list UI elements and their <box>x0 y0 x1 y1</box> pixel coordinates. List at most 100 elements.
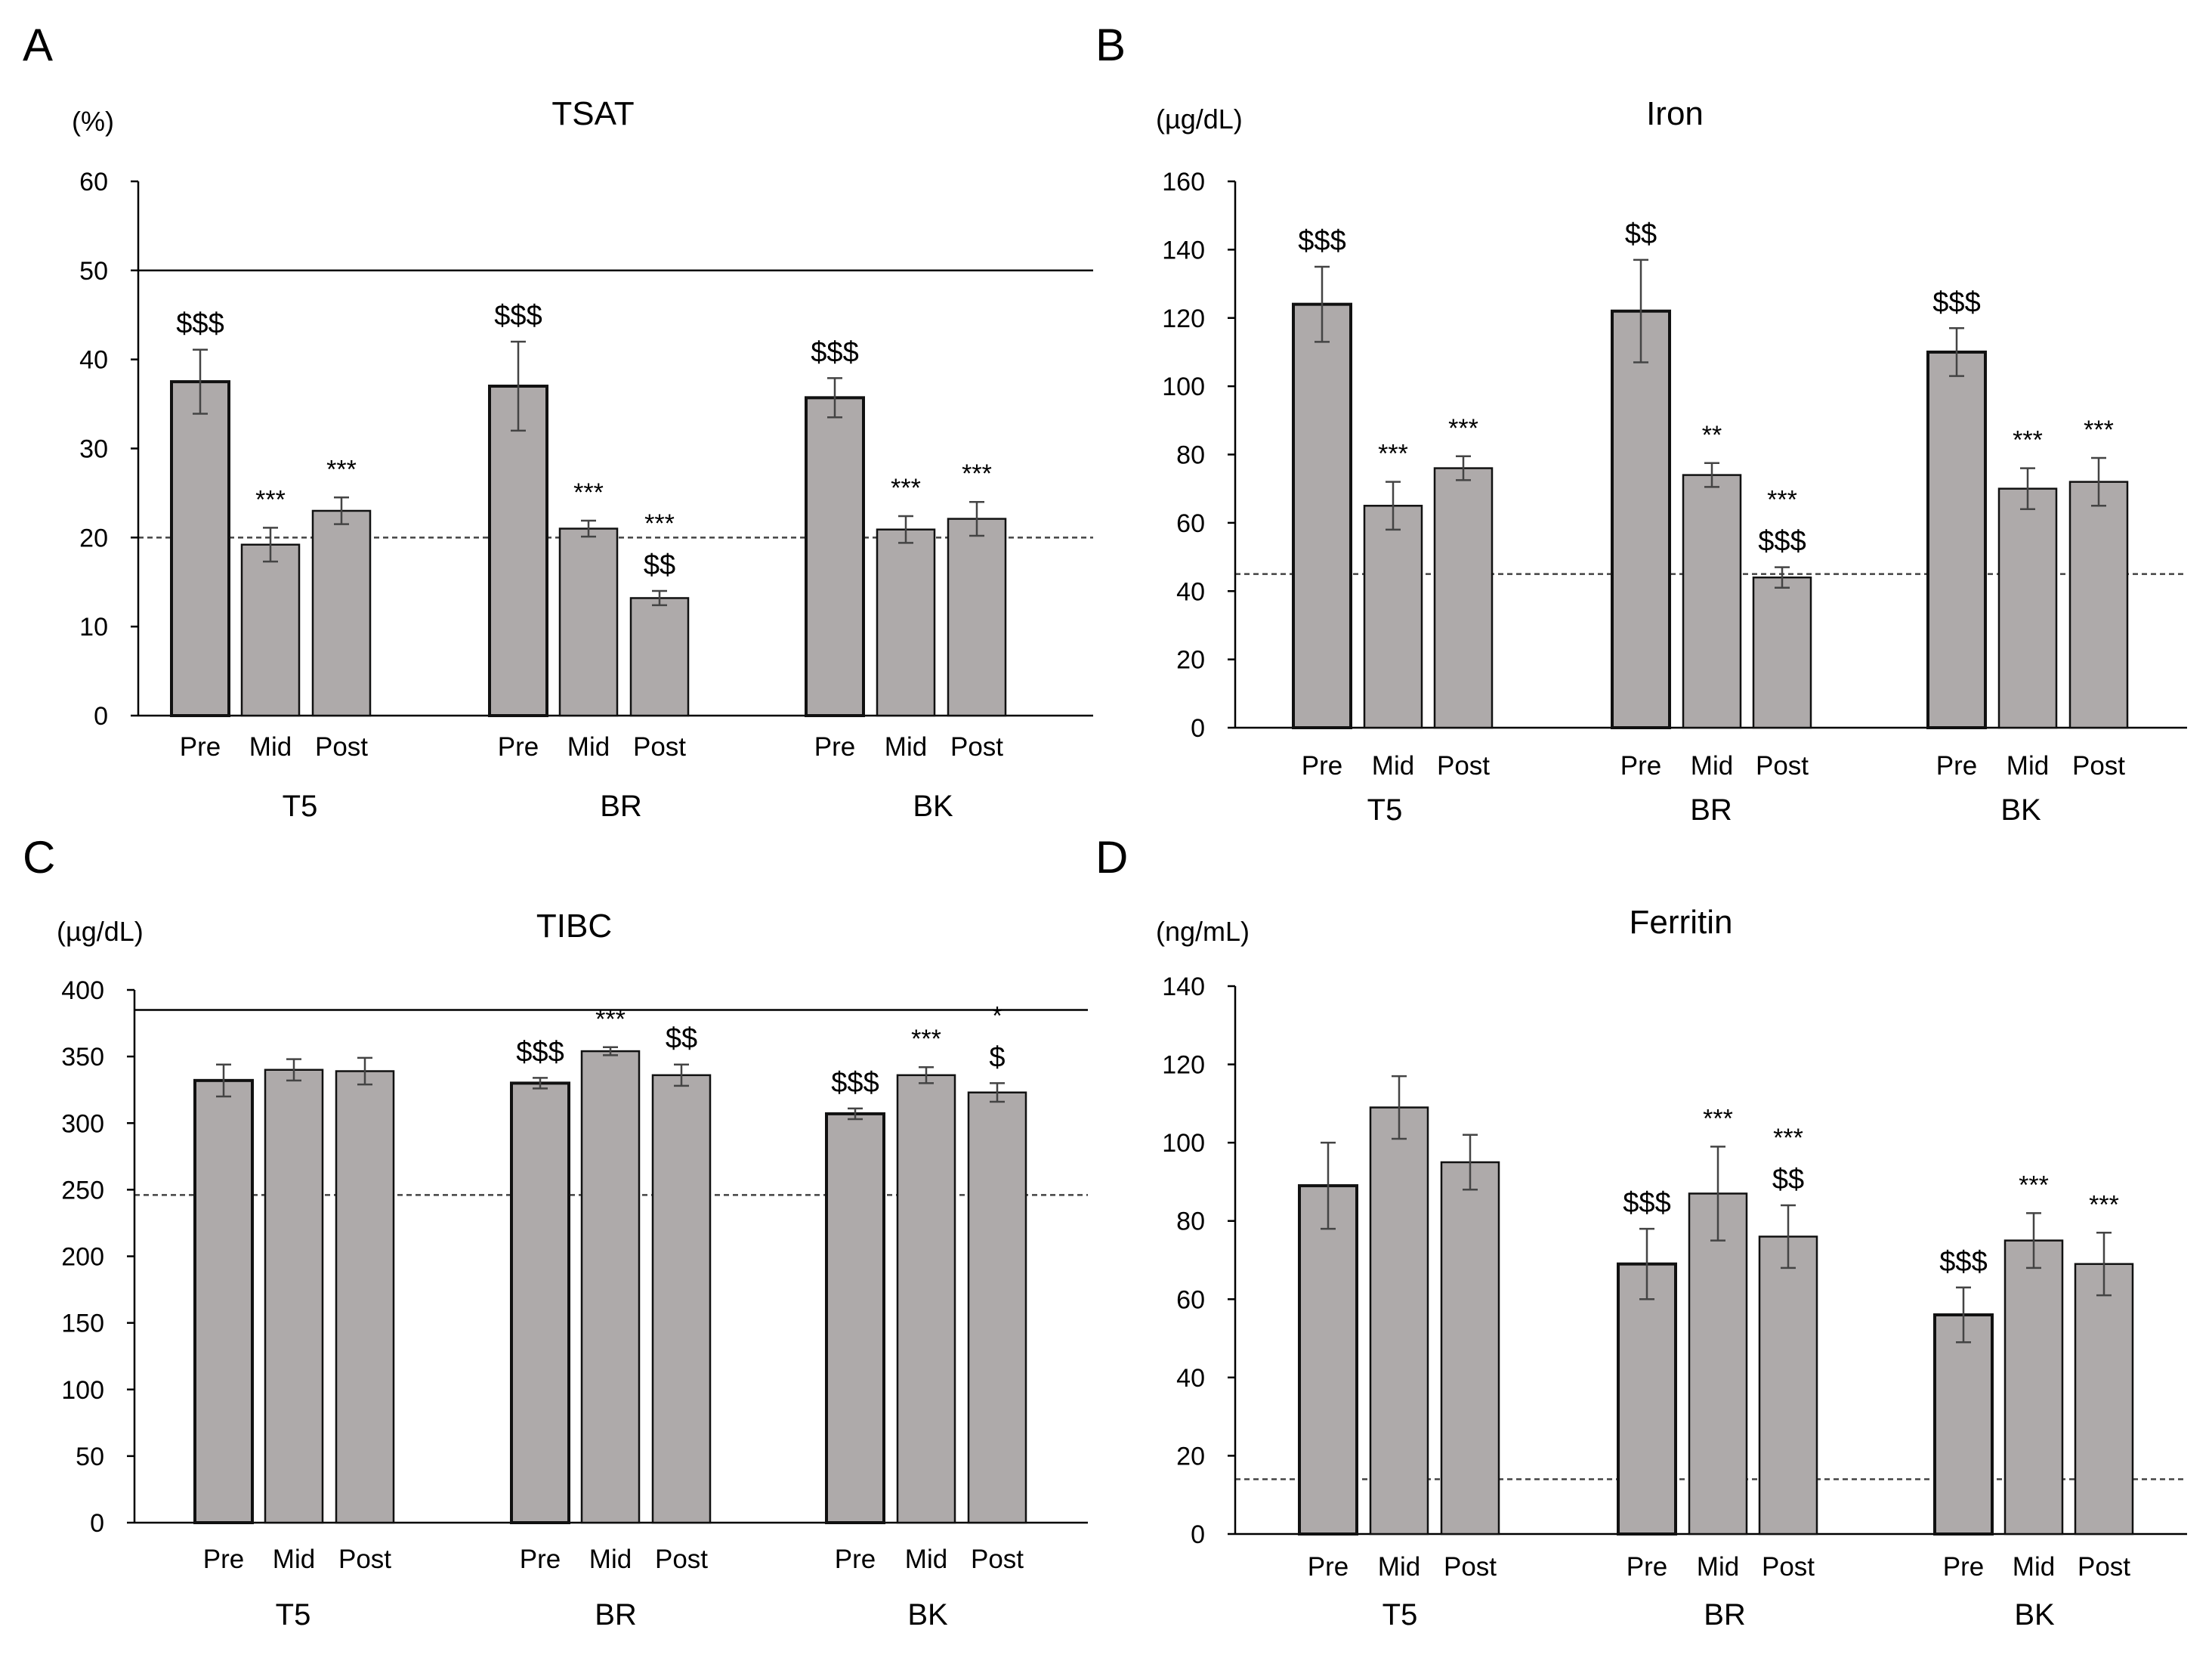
y-tick-label: 80 <box>1176 441 1205 470</box>
bar-bk-pre <box>1933 1313 1994 1536</box>
x-group-label: BK <box>2000 793 2041 827</box>
y-tick-label: 60 <box>79 168 108 196</box>
bar-br-pre <box>1617 1262 1677 1536</box>
x-group-label: T5 <box>1367 793 1403 827</box>
bar-br-mid <box>1682 474 1742 729</box>
y-tick-label: 20 <box>1176 1442 1205 1471</box>
panel-letter: B <box>1095 20 1126 70</box>
x-category-label: Mid <box>885 732 927 762</box>
significance-label: *** <box>1703 1104 1733 1133</box>
x-category-label: Post <box>1762 1552 1815 1582</box>
x-category-label: Mid <box>567 732 610 762</box>
significance-label: $$$ <box>516 1036 564 1068</box>
significance-label: *** <box>962 459 992 488</box>
panel-d: D (ng/mL) Ferritin 0 20 40 60 80 100 120 140 Pre Mid… <box>1095 832 2187 1631</box>
significance-label: $ <box>989 1041 1005 1073</box>
significance-label: $$ <box>644 549 675 581</box>
y-tick-label: 40 <box>1176 577 1205 606</box>
x-group-label: BR <box>595 1598 637 1631</box>
significance-label: *** <box>1767 486 1797 515</box>
y-tick-label: 0 <box>94 702 108 731</box>
bar-t5-mid <box>1363 505 1423 729</box>
significance-label: *** <box>644 509 675 538</box>
y-tick-label: 160 <box>1162 168 1205 196</box>
y-tick-label: 60 <box>1176 509 1205 538</box>
significance-label: *** <box>573 478 604 507</box>
y-tick-label: 50 <box>79 257 108 286</box>
x-category-label: Mid <box>1697 1552 1739 1582</box>
y-tick-label: 400 <box>61 976 104 1005</box>
x-category-label: Post <box>2072 751 2125 781</box>
y-tick-label: 120 <box>1162 1051 1205 1080</box>
x-category-label: Post <box>1444 1552 1497 1582</box>
x-category-label: Mid <box>905 1545 947 1574</box>
x-category-label: Pre <box>1308 1552 1349 1582</box>
chart-title: Iron <box>1646 95 1704 132</box>
x-category-label: Pre <box>814 732 855 762</box>
bar-br-mid <box>1688 1192 1748 1536</box>
y-axis-unit: (ng/mL) <box>1156 916 1250 947</box>
bar-bk-mid <box>876 528 936 717</box>
x-category-label: Post <box>633 732 686 762</box>
x-group-label: BK <box>913 790 953 823</box>
bar-t5-post <box>311 509 372 717</box>
x-group-label: BR <box>1704 1598 1746 1631</box>
x-category-label: Pre <box>498 732 539 762</box>
bar-bk-pre <box>805 396 865 718</box>
x-category-label: Mid <box>1691 751 1733 781</box>
bar-bk-post <box>947 518 1007 717</box>
x-category-label: Mid <box>1378 1552 1420 1582</box>
bar-br-mid <box>558 527 619 717</box>
bar-br-pre <box>488 385 548 717</box>
significance-label: *** <box>2089 1190 2119 1219</box>
y-tick-label: 0 <box>90 1509 104 1538</box>
panel-letter: C <box>23 832 55 883</box>
significance-label: *** <box>2084 416 2114 444</box>
chart-title: TSAT <box>551 95 634 132</box>
significance-label: $$$ <box>1758 526 1806 558</box>
panel-b: B (µg/dL) Iron 0 20 40 60 80 100 120 140 160 $$$ Pre *… <box>1095 20 2187 827</box>
bar-t5-mid <box>1369 1106 1429 1536</box>
significance-label: *** <box>911 1025 941 1053</box>
y-tick-label: 30 <box>79 435 108 464</box>
x-category-label: Pre <box>520 1545 561 1574</box>
x-group-label: BR <box>1690 793 1732 827</box>
y-tick-label: 10 <box>79 613 108 642</box>
chart-title: Ferritin <box>1630 904 1733 941</box>
x-category-label: Mid <box>273 1545 315 1574</box>
y-tick-label: 20 <box>1176 646 1205 675</box>
chart-title: TIBC <box>536 908 612 945</box>
y-tick-label: 250 <box>61 1176 104 1205</box>
panel-letter: A <box>23 20 53 70</box>
bar-t5-mid <box>264 1069 324 1524</box>
bar-t5-pre <box>193 1078 254 1524</box>
bar-bk-post <box>2074 1263 2134 1536</box>
significance-label: *** <box>1448 414 1478 443</box>
x-group-label: BK <box>907 1598 948 1631</box>
bar-t5-post <box>1433 467 1494 729</box>
bar-t5-mid <box>240 543 301 717</box>
x-category-label: Mid <box>589 1545 632 1574</box>
bar-br-mid <box>580 1050 641 1524</box>
x-group-label: BK <box>2014 1598 2055 1631</box>
significance-label: $$$ <box>1939 1246 1987 1278</box>
y-tick-label: 300 <box>61 1109 104 1138</box>
y-tick-label: 140 <box>1162 973 1205 1001</box>
bar-bk-mid <box>896 1074 956 1524</box>
x-category-label: Mid <box>1372 751 1414 781</box>
y-tick-label: 200 <box>61 1243 104 1272</box>
y-axis-unit: (%) <box>72 106 114 137</box>
significance-label: $$$ <box>176 308 224 340</box>
significance-label: $$$ <box>831 1067 879 1099</box>
x-group-label: T5 <box>283 790 318 823</box>
bar-bk-pre <box>1926 350 1987 729</box>
bar-t5-post <box>335 1070 395 1524</box>
significance-label: $$$ <box>811 336 858 368</box>
y-tick-label: 140 <box>1162 236 1205 264</box>
bar-br-post <box>629 597 690 717</box>
y-tick-label: 120 <box>1162 305 1205 333</box>
x-category-label: Post <box>950 732 1003 762</box>
x-category-label: Pre <box>1620 751 1661 781</box>
significance-label: *** <box>1773 1124 1803 1152</box>
